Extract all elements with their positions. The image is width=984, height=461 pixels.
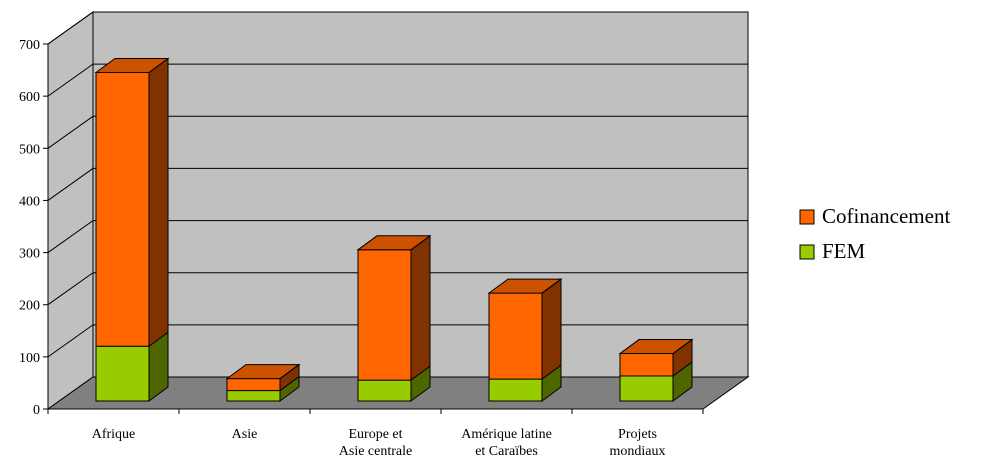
bar-segment-cofinancement [225, 363, 301, 392]
y-tick-label: 200 [19, 299, 40, 314]
y-tick-label: 700 [19, 38, 40, 53]
gridline [47, 220, 748, 253]
x-tick-label: Amérique latine et Caraïbes [461, 427, 552, 459]
bar-segment-cofinancement [356, 234, 432, 382]
bar-top [225, 364, 301, 380]
bar-segment-cofinancement [94, 57, 170, 348]
bar-front [488, 378, 543, 402]
bar-front [226, 378, 281, 392]
x-tick-label: Asie [232, 427, 258, 442]
side-wall [47, 11, 94, 410]
bar-front [357, 249, 412, 381]
bar-top [618, 339, 694, 355]
legend: Cofinancement FEM [799, 204, 950, 263]
legend-item-fem: FEM [799, 239, 866, 263]
bar-front [226, 390, 281, 402]
bar-front [357, 379, 412, 402]
bar-segment-fem [95, 331, 169, 402]
y-tick-label: 0 [33, 403, 40, 418]
x-tick-label: Europe et Asie centrale [339, 427, 412, 459]
gridline [47, 63, 748, 97]
y-tick-label: 400 [19, 194, 40, 209]
y-tick-label: 100 [19, 351, 40, 366]
bar-segment-cofinancement [487, 278, 563, 381]
x-tick-label: Afrique [92, 427, 136, 442]
gridline [47, 167, 748, 201]
y-tick-label: 300 [19, 247, 40, 262]
bar-front [619, 353, 674, 377]
bar-top [487, 278, 563, 294]
bar-front [95, 345, 150, 402]
legend-label: Cofinancement [822, 204, 950, 228]
legend-swatch [799, 244, 815, 260]
y-axis-ticks: 0 100 200 300 400 500 600 700 [19, 38, 48, 418]
bar-front [488, 292, 543, 380]
gridline [47, 115, 748, 149]
bar-side [410, 234, 431, 382]
y-tick-label: 600 [19, 90, 40, 105]
x-axis-labels: Afrique Asie Europe et Asie centrale Amériqu… [92, 427, 666, 459]
bar-front [619, 375, 674, 402]
bar-segment-cofinancement [618, 338, 694, 377]
gridline [47, 272, 748, 306]
gridline [47, 11, 748, 45]
gridlines [47, 11, 748, 358]
bar-top [356, 235, 432, 251]
legend-swatch [799, 209, 815, 225]
y-tick-label: 500 [19, 142, 40, 157]
x-tick-label: Projets mondiaux [610, 427, 666, 459]
legend-label: FEM [822, 239, 866, 263]
bar-top [94, 58, 170, 73]
legend-item-cofinancement: Cofinancement [799, 204, 950, 228]
bar-side [148, 57, 169, 348]
bar-front [95, 72, 150, 347]
axes [47, 44, 704, 414]
bars [94, 57, 694, 402]
bar-side [541, 278, 562, 381]
bar-segment-fem [619, 360, 693, 402]
